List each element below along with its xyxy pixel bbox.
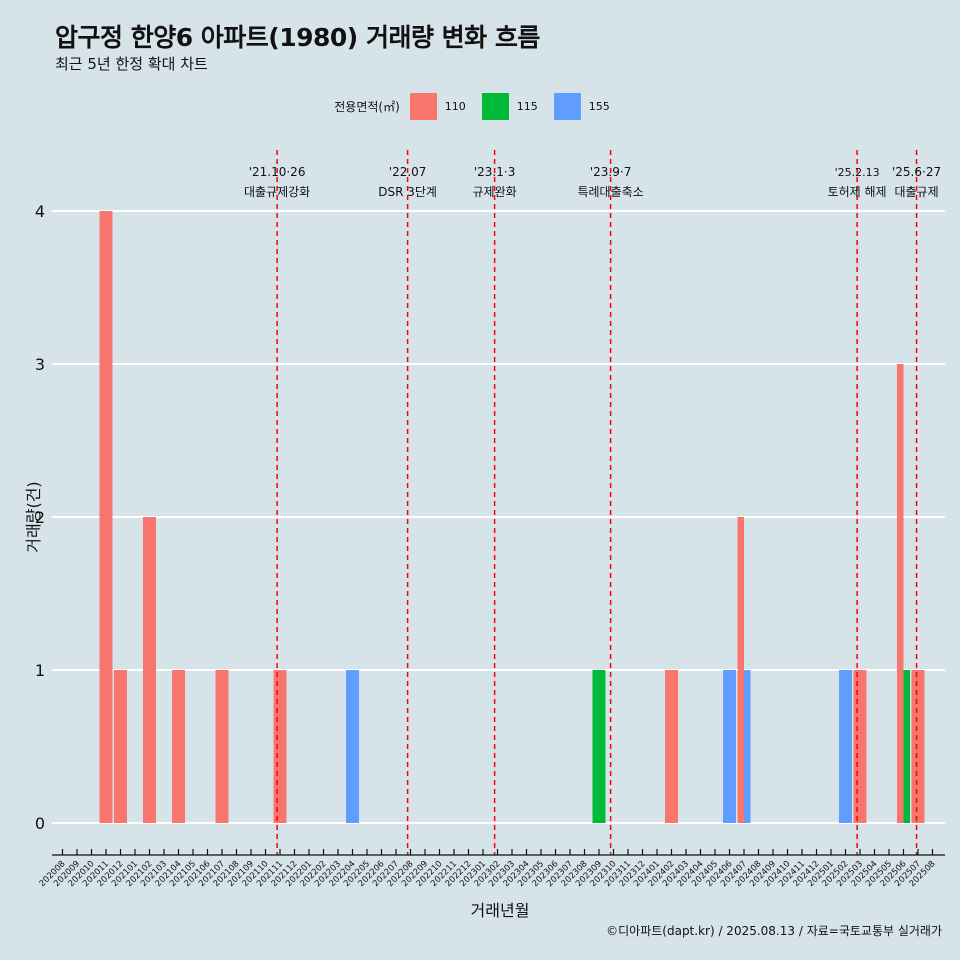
legend-swatch-155 (553, 93, 581, 120)
chart-title: 압구정 한양6 아파트(1980) 거래량 변화 흐름 (55, 23, 540, 52)
y-tick-label: 0 (35, 814, 45, 833)
y-tick-label: 1 (35, 661, 45, 680)
bar-202309-115 (592, 670, 606, 823)
event-date-label: '25.2.13 (835, 166, 880, 179)
source-caption: ©디아파트(dapt.kr) / 2025.08.13 / 자료=국토교통부 실… (606, 924, 942, 938)
y-axis-title: 거래량(건) (24, 481, 43, 553)
bar-202506-110 (897, 364, 904, 823)
bar-202503-110 (853, 670, 867, 823)
legend-swatch-110 (409, 93, 437, 120)
chart-subtitle: 최근 5년 한정 확대 차트 (55, 55, 208, 73)
x-axis-title: 거래년월 (470, 901, 530, 920)
event-date-label: '21.10·26 (249, 165, 306, 179)
bar-202507-110 (911, 670, 925, 823)
legend-title: 전용면적(㎡) (334, 100, 400, 114)
event-date-label: '22.07 (389, 165, 427, 179)
legend-label-155: 155 (588, 100, 610, 113)
bar-202102-110 (143, 517, 156, 823)
legend-item-155: 155 (553, 93, 616, 120)
event-name-label: 대출규제 (894, 185, 938, 199)
event-name-label: 규제완화 (473, 185, 517, 199)
y-tick-label: 3 (35, 355, 45, 374)
bar-202402-110 (665, 670, 678, 823)
event-name-label: 특례대출축소 (577, 185, 643, 199)
legend-item-110: 110 (409, 93, 472, 120)
legend-swatch-115 (481, 93, 509, 120)
bar-202107-110 (215, 670, 229, 823)
y-tick-label: 2 (35, 508, 45, 527)
legend-item-115: 115 (481, 93, 544, 120)
bar-202204-155 (346, 670, 359, 823)
event-name-label: 대출규제강화 (244, 185, 310, 199)
legend-label-115: 115 (516, 100, 538, 113)
legend: 전용면적(㎡) 110 115 155 (0, 93, 960, 120)
event-date-label: '23.1·3 (474, 165, 515, 179)
bar-202104-110 (172, 670, 185, 823)
y-tick-label: 4 (35, 202, 45, 221)
bar-202407-155 (744, 670, 751, 823)
event-date-label: '25.6·27 (892, 165, 941, 179)
bar-202406-155 (723, 670, 736, 823)
event-date-label: '23.9·7 (590, 165, 631, 179)
bar-202012-110 (114, 670, 127, 823)
bar-202407-110 (737, 517, 744, 823)
event-name-label: DSR 3단계 (378, 185, 437, 199)
event-name-label: 토허제 해제 (828, 185, 887, 199)
bar-202111-110 (273, 670, 287, 823)
legend-label-110: 110 (444, 100, 466, 113)
bar-202011-110 (99, 211, 113, 823)
bar-202506-115 (903, 670, 910, 823)
bar-202502-155 (839, 670, 852, 823)
